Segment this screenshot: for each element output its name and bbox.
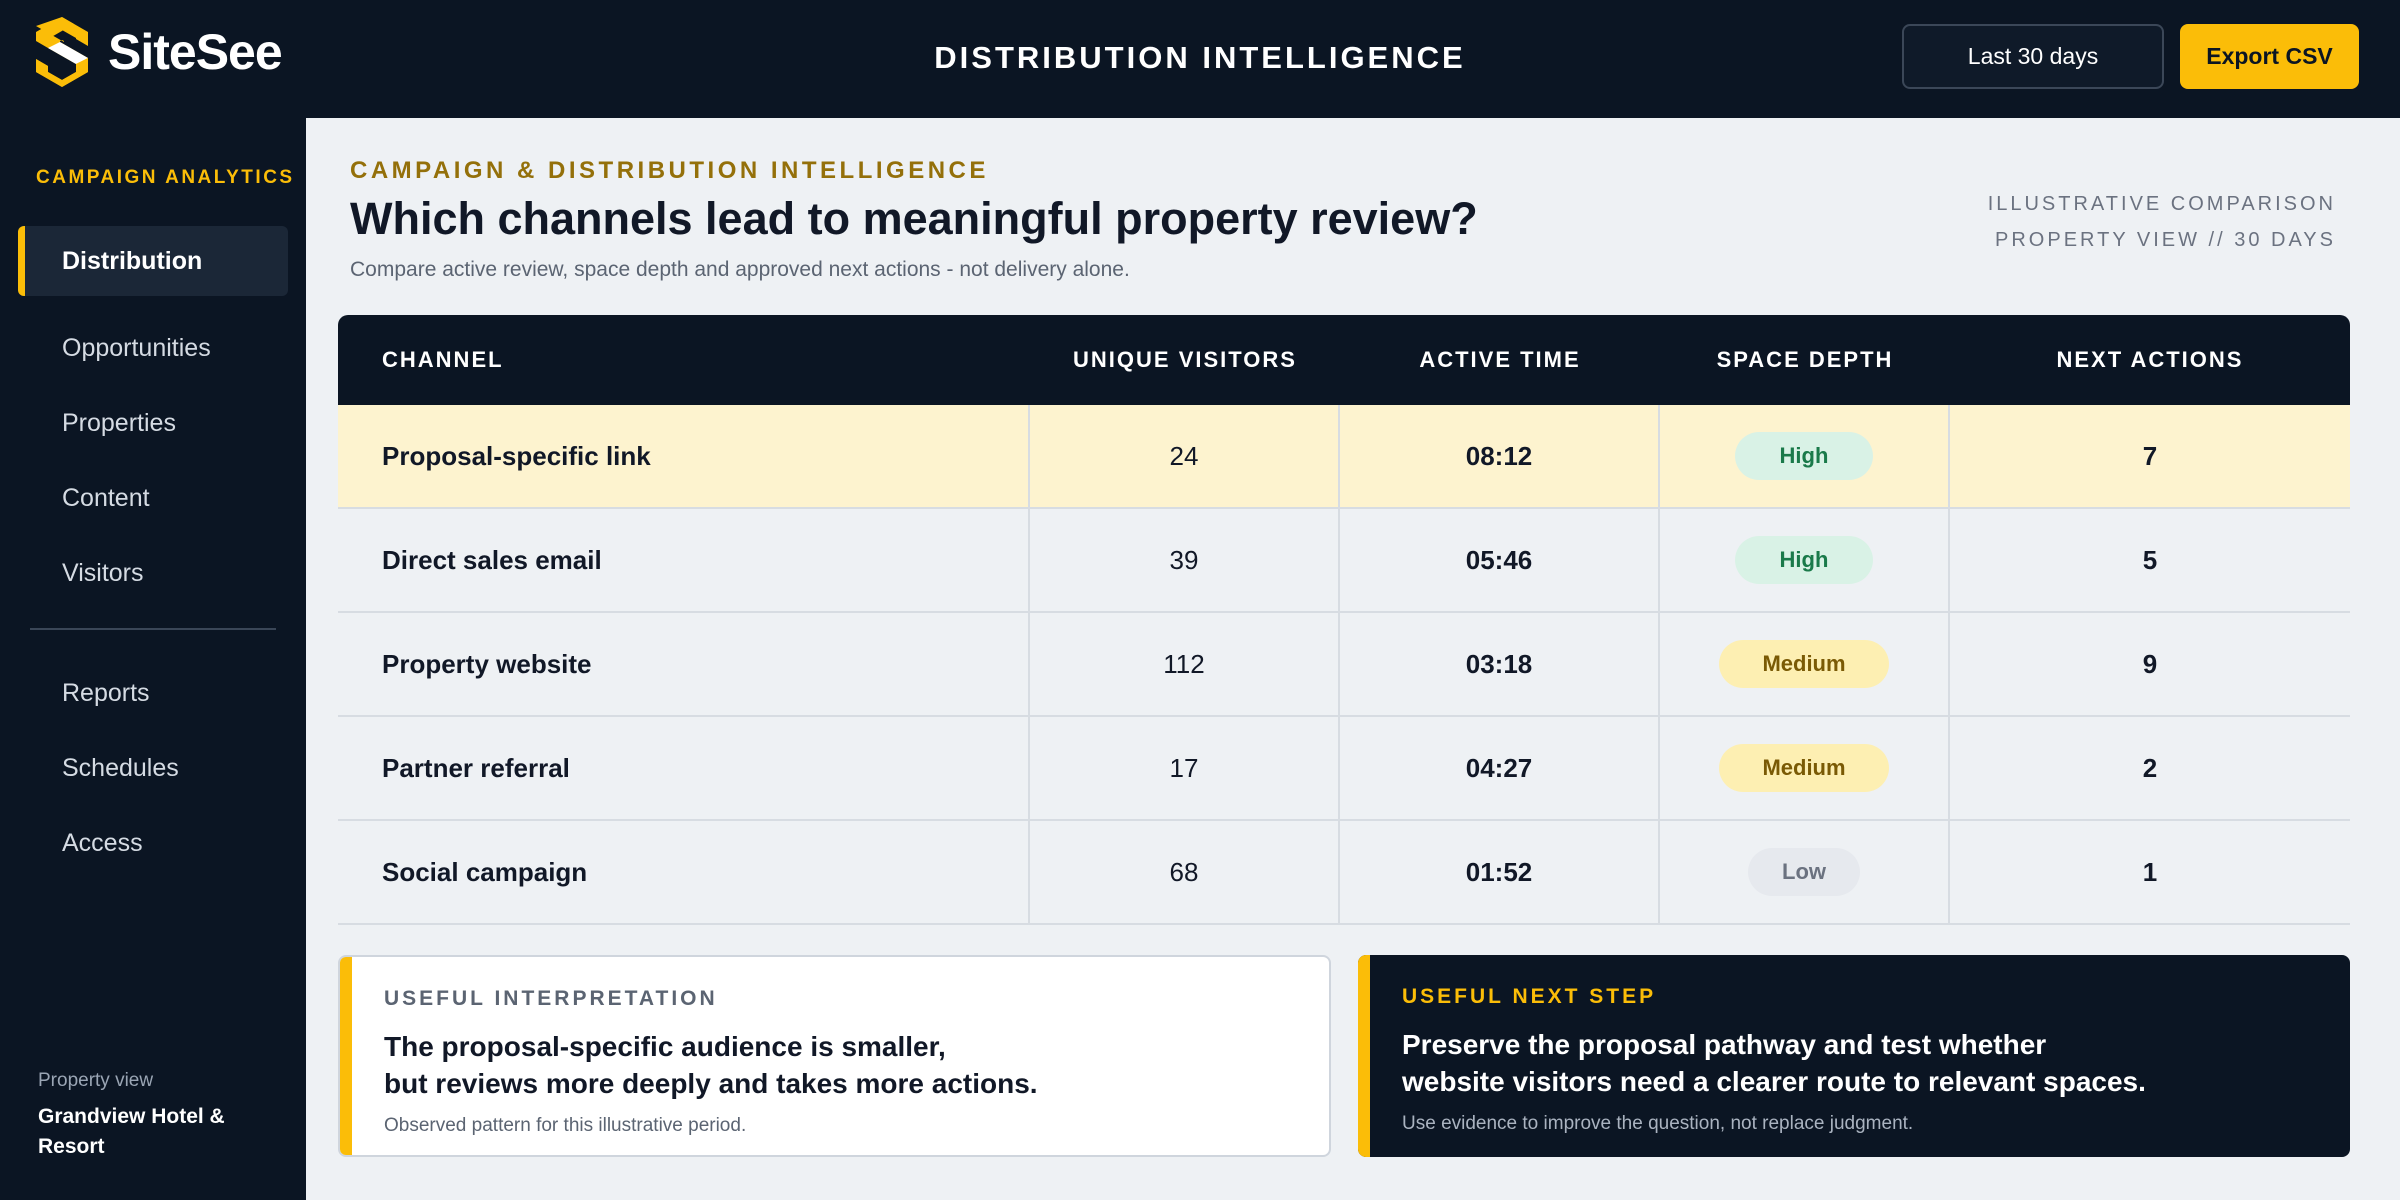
cell-space-depth: High <box>1660 405 1950 507</box>
depth-badge: High <box>1735 536 1873 584</box>
depth-badge: Medium <box>1719 744 1889 792</box>
table-row[interactable]: Partner referral 17 04:27 Medium 2 <box>338 717 2350 821</box>
sidebar-item-label: Opportunities <box>62 333 211 362</box>
property-name[interactable]: Grandview Hotel & Resort <box>38 1105 225 1158</box>
cell-next-actions: 9 <box>2142 648 2158 679</box>
sidebar-item-label: Visitors <box>62 558 144 587</box>
sitesee-logo-icon <box>36 17 88 87</box>
card-note: Observed pattern for this illustrative p… <box>384 1115 747 1136</box>
cell-active-time: 03:18 <box>1340 613 1660 715</box>
cell-space-depth: High <box>1660 509 1950 611</box>
sidebar-item-label: Distribution <box>62 246 203 275</box>
cell-unique-visitors: 68 <box>1030 821 1340 923</box>
cell-active-time: 04:27 <box>1340 717 1660 819</box>
page-eyebrow: CAMPAIGN & DISTRIBUTION INTELLIGENCE <box>350 157 989 184</box>
sidebar-item-visitors[interactable]: Visitors <box>18 538 288 608</box>
sidebar-item-schedules[interactable]: Schedules <box>18 733 288 803</box>
table-row[interactable]: Social campaign 68 01:52 Low 1 <box>338 821 2350 925</box>
column-header-channel[interactable]: CHANNEL <box>382 347 504 372</box>
column-header-unique-visitors[interactable]: UNIQUE VISITORS <box>1073 347 1297 372</box>
app-name: SiteSee <box>108 24 283 80</box>
cell-next-actions: 7 <box>2142 440 2158 471</box>
card-headline-line: Preserve the proposal pathway and test w… <box>1402 1029 2047 1060</box>
page-title: Which channels lead to meaningful proper… <box>350 193 1478 244</box>
depth-badge: High <box>1735 432 1873 480</box>
sidebar-item-properties[interactable]: Properties <box>18 388 288 458</box>
next-step-card: USEFUL NEXT STEP Preserve the proposal p… <box>1358 955 2350 1157</box>
sidebar-item-content[interactable]: Content <box>18 463 288 533</box>
card-headline-line: but reviews more deeply and takes more a… <box>384 1068 1038 1099</box>
sidebar-item-label: Content <box>62 483 150 512</box>
export-csv-button[interactable]: Export CSV <box>2180 24 2359 89</box>
cell-next-actions: 5 <box>2142 544 2158 575</box>
meta-line: PROPERTY VIEW // 30 DAYS <box>1995 229 2336 251</box>
cell-unique-visitors: 17 <box>1030 717 1340 819</box>
sidebar: CAMPAIGN ANALYTICS Distribution Opportun… <box>0 118 306 1200</box>
cell-next-actions: 2 <box>2142 752 2158 783</box>
sidebar-item-label: Schedules <box>62 753 179 782</box>
cell-space-depth: Medium <box>1660 717 1950 819</box>
top-bar: SiteSee DISTRIBUTION INTELLIGENCE Last 3… <box>0 0 2400 118</box>
cell-channel: Direct sales email <box>338 509 1030 611</box>
depth-badge: Low <box>1748 848 1860 896</box>
sidebar-item-label: Properties <box>62 408 176 437</box>
sidebar-item-distribution[interactable]: Distribution <box>18 226 288 296</box>
sidebar-item-reports[interactable]: Reports <box>18 658 288 728</box>
sidebar-divider <box>30 628 276 630</box>
cell-space-depth: Low <box>1660 821 1950 923</box>
cell-unique-visitors: 39 <box>1030 509 1340 611</box>
cell-channel: Partner referral <box>338 717 1030 819</box>
page-subtitle: Compare active review, space depth and a… <box>350 258 1130 281</box>
table-header: CHANNEL UNIQUE VISITORS ACTIVE TIME SPAC… <box>338 315 2350 405</box>
channel-table: CHANNEL UNIQUE VISITORS ACTIVE TIME SPAC… <box>338 315 2350 925</box>
sidebar-item-label: Reports <box>62 678 150 707</box>
card-accent-bar <box>340 957 352 1155</box>
sidebar-item-label: Access <box>62 828 143 857</box>
card-headline-line: website visitors need a clearer route to… <box>1402 1066 2146 1097</box>
cell-active-time: 01:52 <box>1340 821 1660 923</box>
card-eyebrow: USEFUL NEXT STEP <box>1402 985 1657 1008</box>
cell-unique-visitors: 112 <box>1030 613 1340 715</box>
cell-active-time: 08:12 <box>1340 405 1660 507</box>
cell-space-depth: Medium <box>1660 613 1950 715</box>
cell-unique-visitors: 24 <box>1030 405 1340 507</box>
sidebar-section-title: CAMPAIGN ANALYTICS <box>36 167 295 188</box>
table-row[interactable]: Proposal-specific link 24 08:12 High 7 <box>338 405 2350 509</box>
interpretation-card: USEFUL INTERPRETATION The proposal-speci… <box>338 955 1331 1157</box>
cell-channel: Property website <box>338 613 1030 715</box>
card-eyebrow: USEFUL INTERPRETATION <box>384 987 718 1010</box>
column-header-active-time[interactable]: ACTIVE TIME <box>1419 347 1581 372</box>
cell-next-actions: 1 <box>2142 856 2158 887</box>
property-view-label: Property view <box>38 1070 154 1091</box>
table-row[interactable]: Property website 112 03:18 Medium 9 <box>338 613 2350 717</box>
column-header-next-actions[interactable]: NEXT ACTIONS <box>2056 347 2244 372</box>
cell-active-time: 05:46 <box>1340 509 1660 611</box>
card-accent-bar <box>1358 955 1370 1157</box>
cell-channel: Proposal-specific link <box>338 405 1030 507</box>
depth-badge: Medium <box>1719 640 1889 688</box>
card-headline-line: The proposal-specific audience is smalle… <box>384 1031 946 1062</box>
cell-channel: Social campaign <box>338 821 1030 923</box>
meta-line: ILLUSTRATIVE COMPARISON <box>1987 193 2336 215</box>
app-logo[interactable]: SiteSee <box>30 14 283 90</box>
comparison-meta: ILLUSTRATIVE COMPARISON PROPERTY VIEW //… <box>1988 186 2336 258</box>
sidebar-item-access[interactable]: Access <box>18 808 288 878</box>
date-range-button[interactable]: Last 30 days <box>1902 24 2164 89</box>
card-headline: The proposal-specific audience is smalle… <box>384 1028 1038 1102</box>
sidebar-item-opportunities[interactable]: Opportunities <box>18 313 288 383</box>
column-header-space-depth[interactable]: SPACE DEPTH <box>1716 347 1894 372</box>
table-row[interactable]: Direct sales email 39 05:46 High 5 <box>338 509 2350 613</box>
card-headline: Preserve the proposal pathway and test w… <box>1402 1026 2146 1100</box>
card-note: Use evidence to improve the question, no… <box>1402 1113 1914 1134</box>
